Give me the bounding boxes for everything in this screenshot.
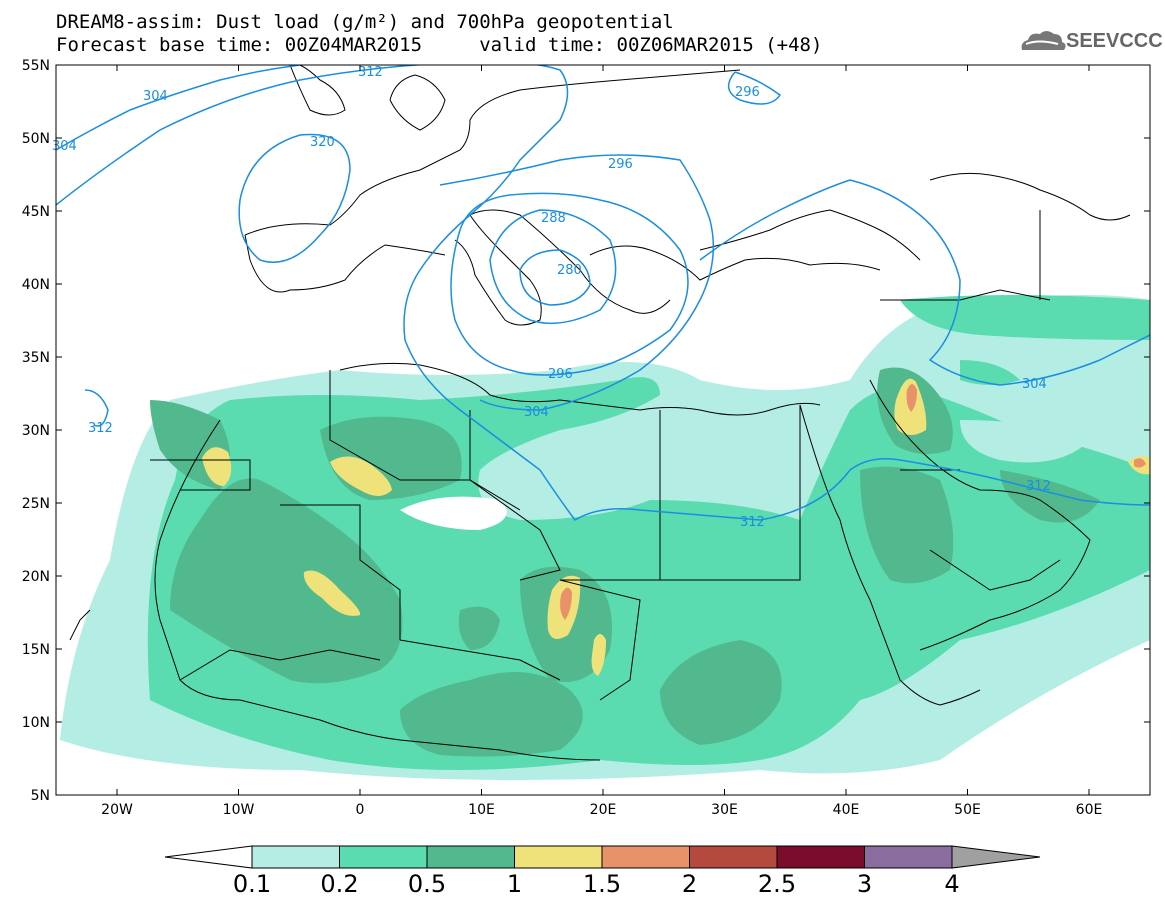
lat-label: 50N [22,131,50,147]
lat-label: 5N [31,788,50,804]
logo-text: SEEVCCC [1066,30,1163,52]
colorbar [164,845,1041,869]
colorbar-label: 1 [506,870,523,898]
contour-label: 296 [548,367,573,382]
dust-level-1.5 [560,587,572,620]
coastlines [69,65,1131,761]
lat-label: 10N [22,715,50,731]
lon-label: 50E [954,802,981,818]
lat-label: 30N [22,423,50,439]
contour-label: 312 [740,515,765,530]
colorbar-label: 4 [944,870,960,898]
colorbar-label: 1.5 [582,870,622,898]
lon-label: 40E [833,802,860,818]
contour-label: 320 [310,135,335,150]
colorbar-label: 0.1 [232,870,272,898]
contour-label: 280 [557,263,582,278]
contour-label: 304 [1022,377,1047,392]
colorbar-swatch [251,845,340,869]
contour-label: 296 [608,157,633,172]
colorbar-swatch [339,845,428,869]
lat-label: 20N [22,569,50,585]
lon-label: 0 [356,802,365,818]
colorbar-label: 0.2 [320,870,359,898]
latitude-axis: 55N 50N 45N 40N 35N 30N 25N 20N 15N 10N 5N [22,58,1150,804]
colorbar-label: 2.5 [757,870,797,898]
lon-label: 30E [711,802,738,818]
colorbar-low-extend [164,845,253,869]
contour-label: 304 [52,139,77,154]
cloud-logo-icon [1021,31,1066,50]
lat-label: 40N [22,277,50,293]
dust-level-1 [202,447,232,486]
lon-label: 10W [223,802,255,818]
contour-label: 312 [358,65,383,80]
lat-label: 35N [22,350,50,366]
dust-level-0.5 [170,478,403,684]
contour-label: 304 [524,405,549,420]
colorbar-swatch [776,845,865,869]
lon-label: 60E [1076,802,1103,818]
colorbar-high-extend [951,845,1041,869]
colorbar-swatch [689,845,778,869]
lat-label: 45N [22,204,50,220]
colorbar-label: 3 [856,870,873,898]
contour-label: 304 [143,89,168,104]
longitude-axis: 20W 10W 0 10E 20E 30E 40E 50E 60E [101,65,1102,818]
colorbar-swatch [514,845,603,869]
colorbar-swatch [601,845,690,869]
contour-label: 312 [88,421,113,436]
colorbar-swatch [426,845,515,869]
colorbar-swatch [864,845,953,869]
lat-label: 55N [22,58,50,74]
lon-label: 20E [590,802,617,818]
dust-field [60,295,1150,780]
contour-label: 312 [1026,479,1051,494]
lat-label: 15N [22,642,50,658]
lon-label: 20W [101,802,133,818]
lon-label: 10E [468,802,495,818]
contour-label: 296 [735,85,760,100]
map-title-line2: Forecast base time: 00Z04MAR2015 valid t… [56,34,823,56]
contour-label: 288 [541,211,566,226]
map-title-line1: DREAM8-assim: Dust load (g/m²) and 700hP… [56,11,674,33]
contour-labels: 312 304 304 320 296 296 288 280 296 304 … [52,65,1051,530]
geopotential-contours [56,65,1150,521]
lat-label: 25N [22,496,50,512]
colorbar-label: 2 [681,870,698,898]
colorbar-label: 0.5 [407,870,447,898]
